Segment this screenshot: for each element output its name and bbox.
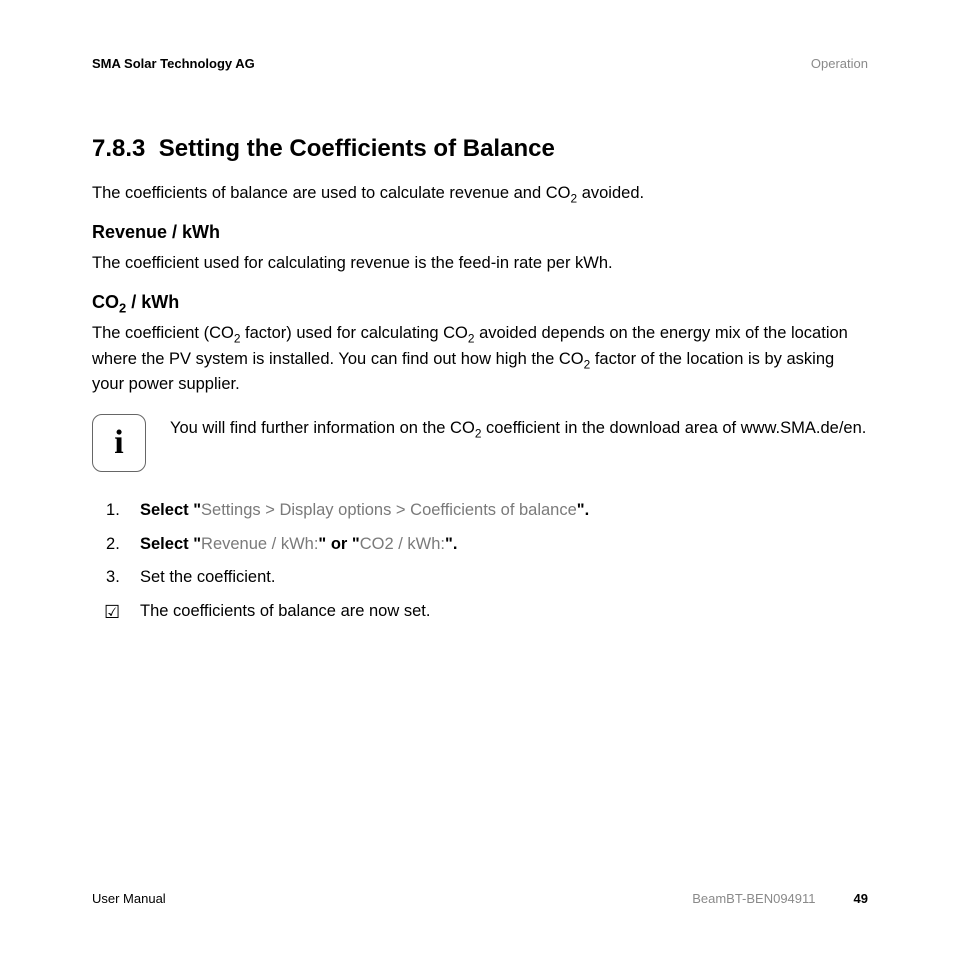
procedure-steps: Select "Settings > Display options > Coe… xyxy=(92,498,868,591)
subheading-revenue: Revenue / kWh xyxy=(92,222,868,243)
step-1: Select "Settings > Display options > Coe… xyxy=(106,498,868,524)
info-note-text: You will find further information on the… xyxy=(170,414,866,442)
step-3: Set the coefficient. xyxy=(106,565,868,591)
intro-paragraph: The coefficients of balance are used to … xyxy=(92,181,868,206)
section-title: Setting the Coefficients of Balance xyxy=(159,135,555,162)
info-note: i You will find further information on t… xyxy=(92,414,868,472)
section-heading: 7.8.3 Setting the Coefficients of Balanc… xyxy=(92,135,868,163)
result-line: The coefficients of balance are now set. xyxy=(92,599,868,625)
footer-docid: BeamBT-BEN094911 xyxy=(692,891,815,906)
header-company: SMA Solar Technology AG xyxy=(92,56,255,71)
subheading-co2: CO2 / kWh xyxy=(92,292,868,313)
page-footer: User Manual BeamBT-BEN094911 49 xyxy=(92,891,868,906)
section-number: 7.8.3 xyxy=(92,135,145,162)
info-icon: i xyxy=(92,414,146,472)
footer-page-number: 49 xyxy=(854,891,868,906)
co2-body: The coefficient (CO2 factor) used for ca… xyxy=(92,321,868,398)
step-2: Select "Revenue / kWh:" or "CO2 / kWh:". xyxy=(106,532,868,558)
header-section: Operation xyxy=(811,56,868,71)
subscript-2: 2 xyxy=(468,332,475,346)
menu-path: Settings > Display options > Coefficient… xyxy=(201,501,577,519)
revenue-body: The coefficient used for calculating rev… xyxy=(92,251,868,277)
footer-left: User Manual xyxy=(92,891,166,906)
page-header: SMA Solar Technology AG Operation xyxy=(92,56,868,71)
